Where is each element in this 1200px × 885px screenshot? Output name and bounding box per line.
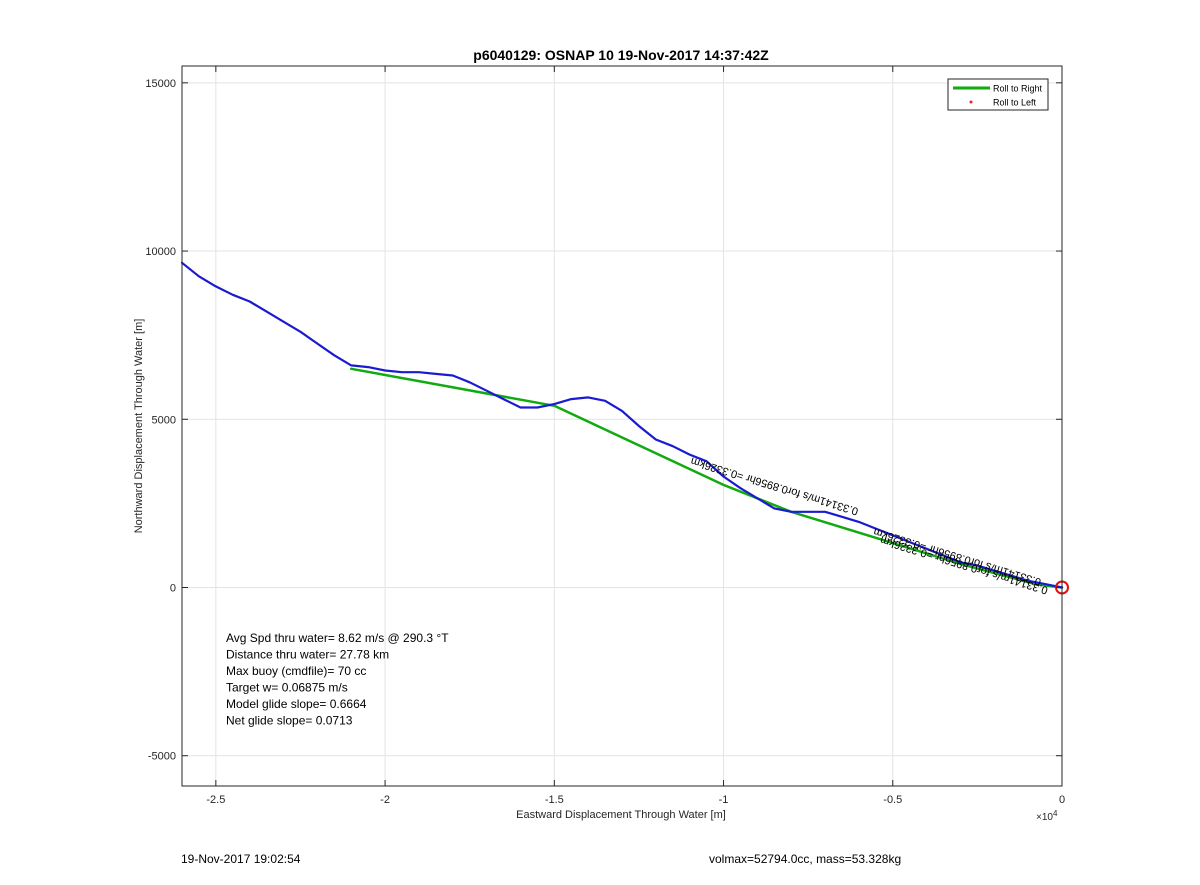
legend-label: Roll to Right [993,84,1043,94]
x-axis-exponent: ×104 [1036,809,1058,823]
x-tick-label: -1 [719,794,729,806]
axes-box [181,65,1063,787]
chart-title: p6040129: OSNAP 10 19-Nov-2017 14:37:42Z [473,47,769,63]
grid-lines [182,66,1063,786]
stats-line: Distance thru water= 27.78 km [226,648,389,662]
x-tick-label: -0.5 [883,794,902,806]
x-exponent-base: ×10 [1036,812,1053,823]
x-tick-label: 0 [1059,794,1065,806]
footer-timestamp: 19-Nov-2017 19:02:54 [181,852,301,866]
y-tick-labels: -5000 0 5000 10000 15000 [145,78,176,763]
stats-line: Model glide slope= 0.6664 [226,697,367,711]
y-tick-label: 5000 [152,414,176,426]
footer-info: volmax=52794.0cc, mass=53.328kg [709,852,902,866]
tick-marks [182,66,1063,786]
segment-annotation: 0.33141m/s for0.8956hr =0.3326km [872,525,1042,588]
y-tick-label: 0 [170,582,176,594]
x-tick-label: -2 [380,794,390,806]
legend: Roll to Right Roll to Left [947,78,1049,111]
y-tick-label: -5000 [148,751,176,763]
legend-dot-swatch [969,100,973,104]
y-tick-label: 10000 [145,246,176,258]
stats-line: Avg Spd thru water= 8.62 m/s @ 290.3 °T [226,631,449,645]
x-tick-label: -1.5 [545,794,564,806]
x-exponent-power: 4 [1053,809,1058,818]
y-axis-label: Northward Displacement Through Water [m] [133,319,145,534]
legend-box [947,78,1049,111]
stats-line: Target w= 0.06875 m/s [226,681,348,695]
x-axis-label: Eastward Displacement Through Water [m] [516,809,726,821]
stats-line: Net glide slope= 0.0713 [226,714,353,728]
legend-label: Roll to Left [993,98,1037,108]
x-tick-label: -2.5 [206,794,225,806]
stats-line: Max buoy (cmdfile)= 70 cc [226,664,366,678]
stats-block: Avg Spd thru water= 8.62 m/s @ 290.3 °T D… [226,631,449,728]
x-tick-labels: -2.5 -2 -1.5 -1 -0.5 0 [206,794,1065,806]
y-tick-label: 15000 [145,78,176,90]
track-series-1 [180,261,1064,589]
